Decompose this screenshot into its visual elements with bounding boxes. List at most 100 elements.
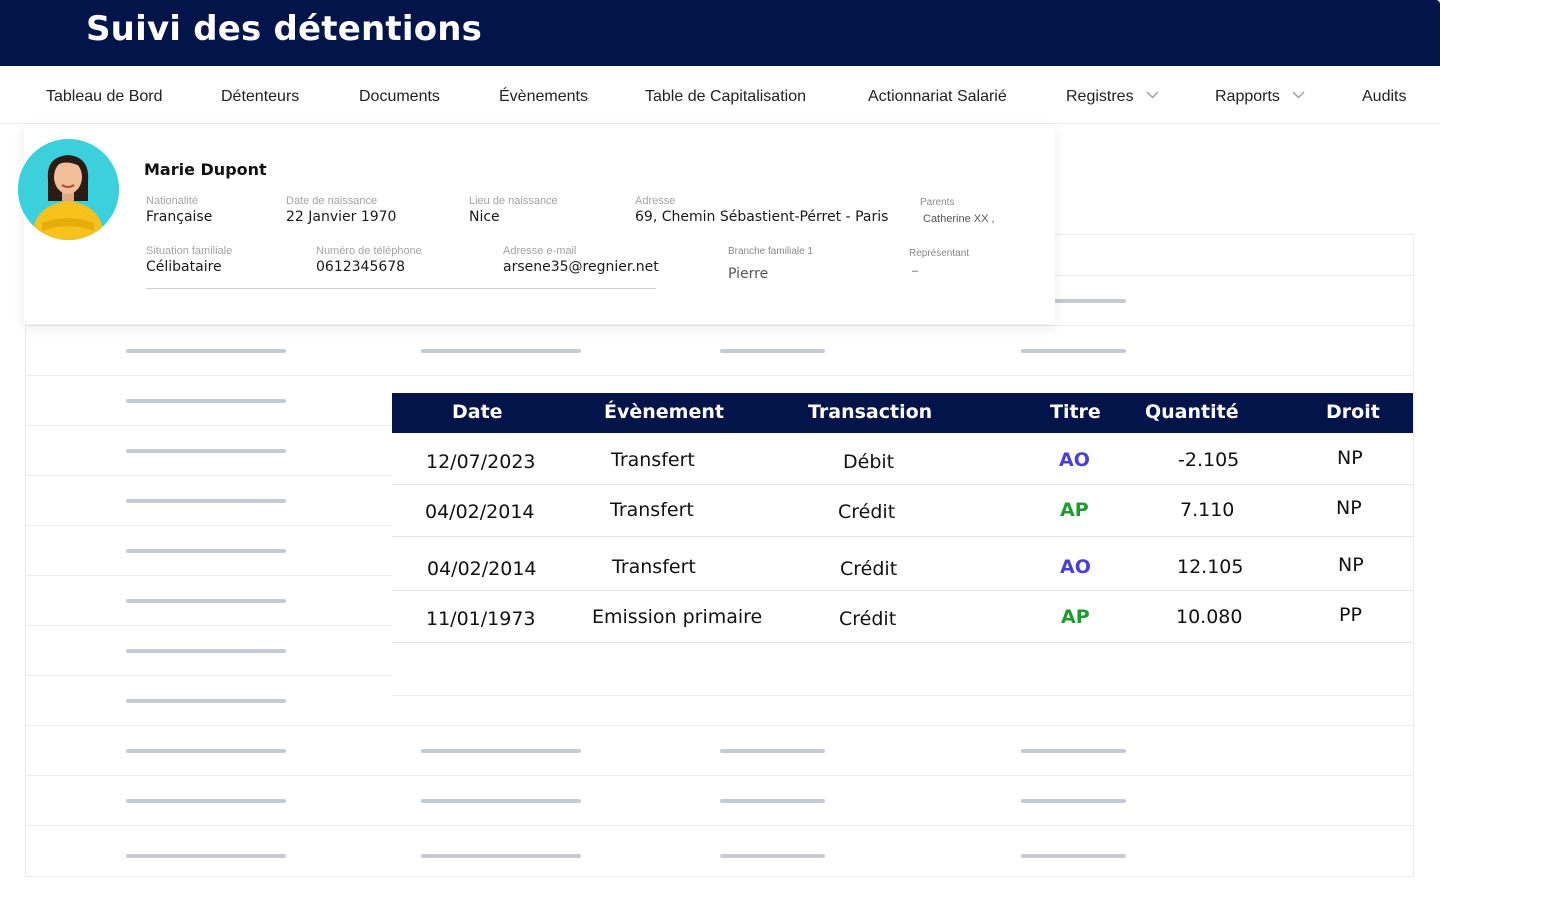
birth-date-label: Date de naissance xyxy=(286,195,378,207)
cell-transaction: Crédit xyxy=(838,501,896,523)
cell-droit: NP xyxy=(1336,497,1362,519)
row-divider xyxy=(25,325,1414,326)
cell-event: Transfert xyxy=(610,499,694,521)
skeleton-bar xyxy=(720,749,825,753)
family-branch-label: Branche familiale 1 xyxy=(728,246,814,257)
representative-label: Représentant xyxy=(909,248,970,259)
nationality-label: Nationalité xyxy=(146,195,198,207)
nav-item-detenteurs[interactable]: Détenteurs xyxy=(221,88,300,105)
cell-quantity: -2.105 xyxy=(1178,449,1240,471)
skeleton-bar xyxy=(421,749,581,753)
skeleton-bar xyxy=(720,799,825,803)
table-row[interactable]: 04/02/2014 Transfert Crédit AO 12.105 NP xyxy=(392,537,1413,591)
birth-place-value: Nice xyxy=(469,209,500,225)
nav-item-tableau-de-bord[interactable]: Tableau de Bord xyxy=(46,88,163,105)
email-label: Adresse e-mail xyxy=(503,245,577,257)
row-divider xyxy=(25,425,392,426)
column-header-quantite[interactable]: Quantité xyxy=(1145,401,1239,423)
phone-label: Numéro de téléphone xyxy=(316,245,422,257)
table-row[interactable]: 04/02/2014 Transfert Crédit AP 7.110 NP xyxy=(392,485,1413,537)
nav-item-evenements[interactable]: Évènements xyxy=(499,88,588,105)
nav-item-audits[interactable]: Audits xyxy=(1362,88,1407,105)
row-divider xyxy=(25,375,1414,376)
nav-item-documents[interactable]: Documents xyxy=(359,88,440,105)
nav-item-rapports[interactable]: Rapports xyxy=(1215,88,1305,106)
address-label: Adresse xyxy=(635,195,676,207)
skeleton-bar xyxy=(720,854,825,858)
cell-titre: AO xyxy=(1059,449,1090,471)
cell-quantity: 12.105 xyxy=(1177,556,1244,578)
marital-status-label: Situation familiale xyxy=(146,245,233,257)
skeleton-bar xyxy=(720,349,825,353)
representative-value: – xyxy=(912,265,919,277)
nav-item-registres-label: Registres xyxy=(1066,88,1134,105)
birth-date-value: 22 Janvier 1970 xyxy=(286,209,397,225)
nav-item-table-de-capitalisation[interactable]: Table de Capitalisation xyxy=(645,88,806,105)
nav-item-rapports-label: Rapports xyxy=(1215,88,1280,105)
cell-quantity: 10.080 xyxy=(1176,606,1243,628)
cell-droit: NP xyxy=(1338,554,1364,576)
cell-titre: AP xyxy=(1061,606,1090,628)
skeleton-bar xyxy=(1021,299,1126,303)
column-header-transaction[interactable]: Transaction xyxy=(808,401,933,423)
page-title: Suivi des détentions xyxy=(86,9,483,49)
row-divider xyxy=(1055,234,1414,235)
parents-value: Catherine XX , xyxy=(923,213,995,225)
parents-label: Parents xyxy=(920,197,955,208)
row-divider xyxy=(25,775,1414,776)
skeleton-bar xyxy=(1021,854,1126,858)
skeleton-bar xyxy=(1021,749,1126,753)
skeleton-bar xyxy=(126,349,286,353)
cell-event: Transfert xyxy=(611,449,695,471)
cell-date: 04/02/2014 xyxy=(425,501,535,523)
skeleton-bar xyxy=(126,449,286,453)
birth-place-label: Lieu de naissance xyxy=(469,195,558,207)
nav-item-registres[interactable]: Registres xyxy=(1066,88,1159,106)
holder-profile-card: Marie Dupont Nationalité Française Date … xyxy=(18,124,1055,324)
address-value: 69, Chemin Sébastient-Pérret - Paris xyxy=(635,209,889,225)
skeleton-bar xyxy=(126,399,286,403)
skeleton-bar xyxy=(126,599,286,603)
main-nav: Tableau de Bord Détenteurs Documents Évè… xyxy=(0,66,1440,124)
table-row[interactable]: 12/07/2023 Transfert Débit AO -2.105 NP xyxy=(392,433,1413,485)
row-divider xyxy=(25,675,392,676)
holder-name: Marie Dupont xyxy=(144,160,267,179)
email-value: arsene35@regnier.net xyxy=(503,259,659,275)
family-branch-value: Pierre xyxy=(728,266,769,282)
app-header: Suivi des détentions xyxy=(0,0,1440,66)
row-divider xyxy=(25,475,392,476)
cell-droit: PP xyxy=(1339,604,1362,626)
cell-titre: AO xyxy=(1060,556,1091,578)
row-divider xyxy=(25,725,1414,726)
skeleton-bar xyxy=(126,799,286,803)
column-header-titre[interactable]: Titre xyxy=(1050,401,1101,423)
nationality-value: Française xyxy=(146,209,213,225)
column-header-droit[interactable]: Droit xyxy=(1326,401,1380,423)
column-header-date[interactable]: Date xyxy=(452,401,503,423)
cell-transaction: Crédit xyxy=(839,608,897,630)
row-divider xyxy=(25,525,392,526)
row-divider xyxy=(25,825,1414,826)
cell-transaction: Crédit xyxy=(840,558,898,580)
cell-event: Emission primaire xyxy=(592,606,763,628)
cell-quantity: 7.110 xyxy=(1180,499,1235,521)
cell-date: 04/02/2014 xyxy=(427,558,537,580)
marital-status-value: Célibataire xyxy=(146,259,222,275)
cell-date: 11/01/1973 xyxy=(426,608,536,630)
cell-titre: AP xyxy=(1060,499,1089,521)
cell-event: Transfert xyxy=(612,556,696,578)
table-row[interactable]: 11/01/1973 Emission primaire Crédit AP 1… xyxy=(392,591,1413,643)
card-divider xyxy=(146,288,656,289)
cell-transaction: Débit xyxy=(843,451,895,473)
column-header-evenement[interactable]: Évènement xyxy=(604,401,724,423)
skeleton-bar xyxy=(1021,799,1126,803)
row-divider xyxy=(25,575,392,576)
table-header: Date Évènement Transaction Titre Quantit… xyxy=(392,393,1413,433)
avatar xyxy=(18,139,119,240)
nav-item-actionnariat-salarie[interactable]: Actionnariat Salarié xyxy=(868,88,1007,105)
holdings-table: Date Évènement Transaction Titre Quantit… xyxy=(392,393,1413,643)
skeleton-bar xyxy=(126,649,286,653)
skeleton-bar xyxy=(126,499,286,503)
skeleton-bar xyxy=(126,549,286,553)
skeleton-bar xyxy=(126,749,286,753)
